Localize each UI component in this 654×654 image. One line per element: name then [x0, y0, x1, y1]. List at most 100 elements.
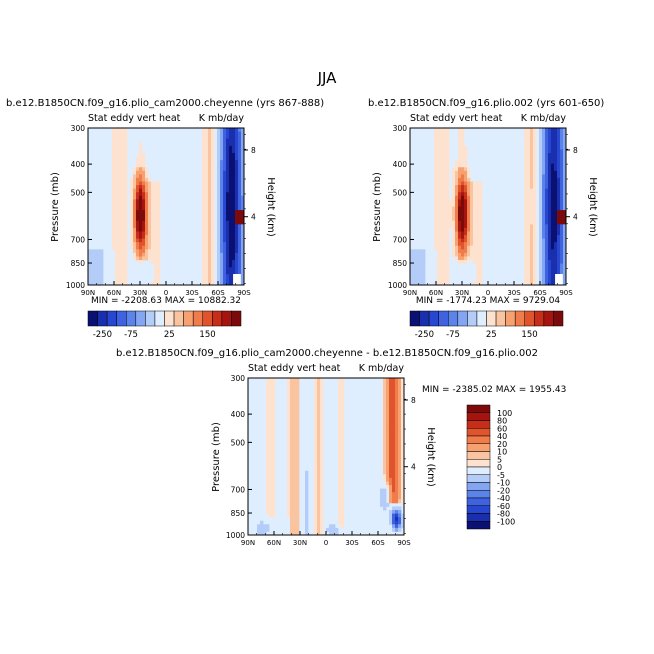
panel-3-stats: MIN = -2385.02 MAX = 1955.43 [422, 385, 566, 395]
field-cell [202, 263, 206, 268]
field-cell [539, 213, 543, 218]
field-cell [272, 488, 276, 493]
x-tick-label: 0 [164, 289, 168, 297]
field-cell [217, 195, 221, 200]
field-cell [533, 252, 537, 257]
field-cell [100, 267, 104, 272]
field-cell [272, 510, 276, 514]
field-cell [446, 131, 450, 136]
field-cell [235, 242, 239, 247]
field-cell [458, 177, 462, 182]
field-cell [157, 202, 161, 207]
field-cell [293, 449, 297, 454]
field-cell [217, 192, 221, 197]
field-cell [287, 378, 291, 382]
field-cell [293, 420, 297, 425]
field-cell [112, 188, 116, 193]
field-cell [527, 252, 531, 257]
field-cell [479, 210, 483, 215]
field-cell [208, 249, 212, 254]
field-cell [560, 231, 564, 236]
field-cell [440, 235, 444, 240]
field-cell [202, 138, 206, 143]
field-cell [266, 399, 270, 404]
field-cell [470, 217, 474, 222]
field-cell [314, 442, 318, 447]
field-cell [151, 242, 155, 247]
field-cell [296, 492, 300, 497]
field-cell [533, 145, 537, 150]
field-cell [446, 256, 450, 261]
field-cell [208, 206, 212, 211]
field-cell [437, 131, 441, 136]
field-cell [97, 260, 101, 264]
field-cell [470, 188, 474, 193]
field-cell [422, 252, 426, 257]
field-cell [115, 231, 119, 236]
field-cell [341, 474, 345, 479]
field-cell [527, 160, 531, 165]
field-cell [473, 188, 477, 193]
field-cell [548, 131, 552, 136]
field-cell [287, 424, 291, 429]
field-cell [229, 249, 233, 254]
field-cell [232, 210, 236, 215]
field-cell [542, 274, 546, 279]
field-cell [226, 260, 230, 264]
field-cell [440, 245, 444, 250]
field-cell [545, 270, 549, 275]
field-cell [314, 510, 318, 514]
field-cell [446, 267, 450, 272]
colorbar-box [486, 310, 497, 327]
field-cell [398, 424, 402, 429]
field-cell [437, 199, 441, 204]
field-cell [383, 452, 387, 457]
field-cell [211, 242, 215, 247]
field-cell [257, 527, 261, 532]
field-cell [446, 156, 450, 161]
field-cell [314, 481, 318, 486]
field-cell [112, 217, 116, 222]
field-cell [100, 252, 104, 257]
field-cell [314, 435, 318, 440]
field-cell [416, 274, 420, 279]
field-cell [320, 427, 324, 432]
field-cell [205, 177, 209, 182]
field-cell [112, 152, 116, 157]
field-cell [554, 128, 558, 132]
field-cell [232, 245, 236, 250]
field-cell [124, 206, 128, 211]
field-cell [467, 206, 471, 211]
field-cell [287, 506, 291, 511]
field-cell [317, 499, 321, 504]
field-cell [452, 231, 456, 236]
field-cell [527, 199, 531, 204]
field-cell [455, 210, 459, 215]
field-cell [527, 177, 531, 182]
field-cell [563, 252, 567, 257]
y-tick-label: 400 [393, 160, 408, 169]
field-cell [226, 277, 230, 282]
field-cell [296, 399, 300, 404]
field-cell [229, 206, 233, 211]
colorbar-box [524, 310, 535, 327]
field-cell [217, 231, 221, 236]
field-cell [118, 281, 122, 286]
field-cell [269, 392, 273, 397]
field-cell [124, 213, 128, 218]
height-tick-label: 8 [251, 146, 256, 155]
field-cell [563, 256, 567, 261]
field-cell [266, 420, 270, 425]
field-cell [121, 192, 125, 197]
field-cell [560, 128, 564, 132]
field-cell [437, 281, 441, 286]
colorbar-box [534, 310, 545, 327]
field-cell [205, 192, 209, 197]
field-cell [290, 513, 294, 518]
field-cell [121, 138, 125, 143]
field-cell [293, 499, 297, 504]
field-cell [452, 170, 456, 175]
field-cell [386, 427, 390, 432]
field-cell [202, 181, 206, 186]
